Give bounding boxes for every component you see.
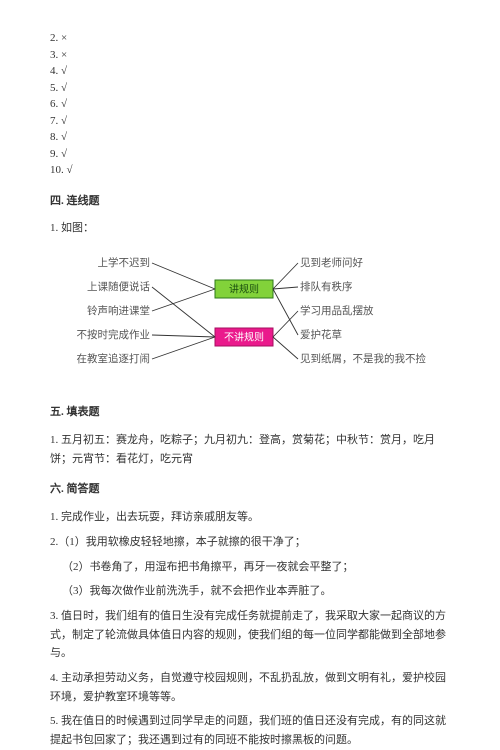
answer-item: 10. √	[50, 162, 450, 179]
section6-p2c: （3）我每次做作业前洗洗手，就不会把作业本弄脏了。	[62, 582, 450, 601]
answer-item: 4. √	[50, 63, 450, 80]
section6-p4: 4. 主动承担劳动义务，自觉遵守校园规则，不乱扔乱放，做到文明有礼，爱护校园环境…	[50, 669, 450, 706]
svg-text:在教室追逐打闹: 在教室追逐打闹	[77, 352, 151, 365]
svg-text:见到老师问好: 见到老师问好	[300, 256, 363, 269]
answer-item: 6. √	[50, 96, 450, 113]
section6-p3: 3. 值日时，我们组有的值日生没有完成任务就提前走了，我采取大家一起商议的方式，…	[50, 607, 450, 663]
svg-text:不讲规则: 不讲规则	[224, 330, 264, 343]
section6-p5: 5. 我在值日的时候遇到过同学早走的问题，我们班的值日还没有完成，有的同这就提起…	[50, 712, 450, 749]
answer-list: 2. ×3. ×4. √5. √6. √7. √8. √9. √10. √	[50, 30, 450, 179]
section5-title: 五. 填表题	[50, 404, 450, 422]
section6-p2: 2.（1）我用软橡皮轻轻地擦，本子就擦的很干净了；	[50, 533, 450, 552]
svg-text:讲规则: 讲规则	[229, 282, 259, 295]
svg-text:铃声响进课堂: 铃声响进课堂	[87, 304, 150, 317]
answer-item: 7. √	[50, 113, 450, 130]
matching-diagram: 上学不迟到上课随便说话铃声响进课堂不按时完成作业在教室追逐打闹 见到老师问好排队有…	[50, 248, 450, 388]
svg-text:爱护花草: 爱护花草	[300, 328, 342, 341]
svg-text:不按时完成作业: 不按时完成作业	[77, 328, 151, 341]
answer-item: 2. ×	[50, 30, 450, 47]
section6-title: 六. 简答题	[50, 481, 450, 499]
answer-item: 5. √	[50, 80, 450, 97]
section4-title: 四. 连线题	[50, 193, 450, 211]
section5-content: 1. 五月初五：赛龙舟，吃粽子；九月初九：登高，赏菊花；中秋节：赏月，吃月饼；元…	[50, 431, 450, 468]
section4-sub: 1. 如图：	[50, 220, 450, 238]
svg-text:见到纸屑，不是我的我不捡: 见到纸屑，不是我的我不捡	[300, 352, 426, 365]
section6-p1: 1. 完成作业，出去玩耍，拜访亲戚朋友等。	[50, 508, 450, 527]
section6-p2b: （2）书卷角了，用湿布把书角擦平，再牙一夜就会平整了；	[62, 558, 450, 577]
svg-text:上课随便说话: 上课随便说话	[87, 280, 150, 293]
svg-text:学习用品乱摆放: 学习用品乱摆放	[300, 304, 374, 317]
svg-text:排队有秩序: 排队有秩序	[300, 280, 353, 293]
svg-text:上学不迟到: 上学不迟到	[98, 256, 151, 269]
answer-item: 3. ×	[50, 47, 450, 64]
answer-item: 8. √	[50, 129, 450, 146]
answer-item: 9. √	[50, 146, 450, 163]
